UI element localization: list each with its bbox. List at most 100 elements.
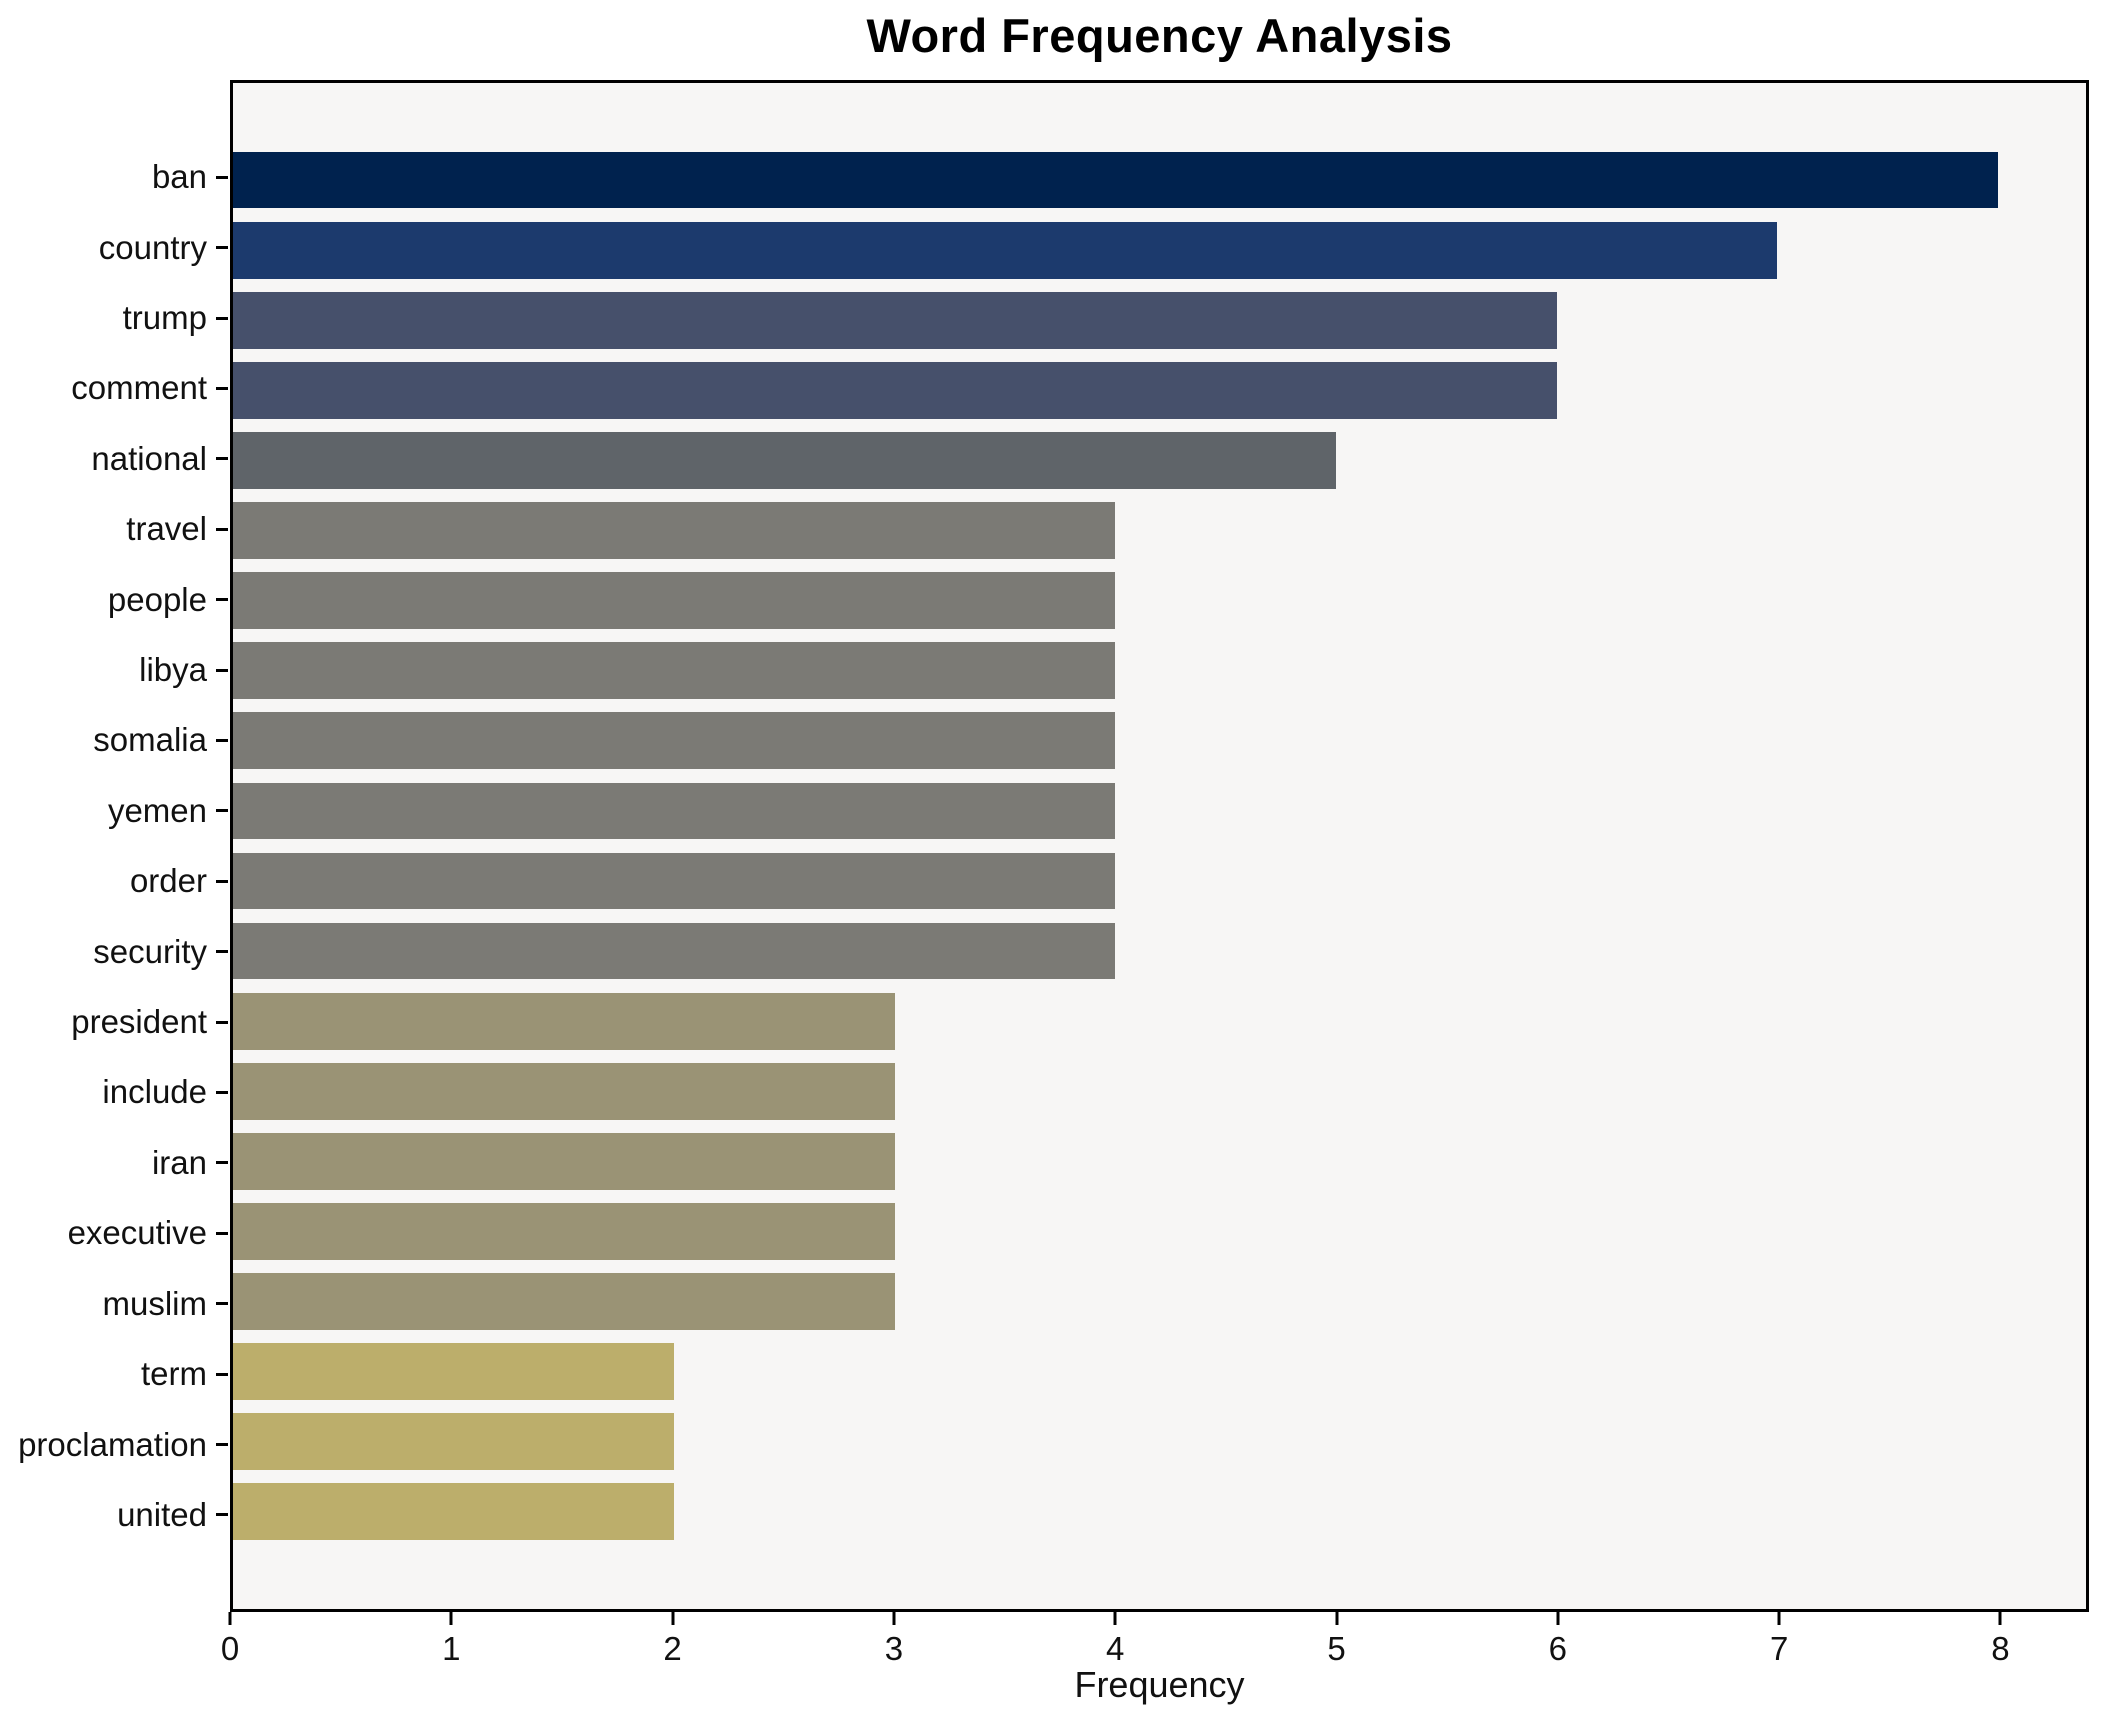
y-tick-mark xyxy=(216,316,228,320)
bar-row xyxy=(233,1267,2086,1337)
x-tick-mark xyxy=(1777,1612,1781,1625)
x-tick-mark xyxy=(671,1612,675,1625)
y-axis-label-somalia: somalia xyxy=(93,721,207,759)
y-tick-mark xyxy=(216,1090,228,1094)
y-row: proclamation xyxy=(0,1409,228,1479)
bar-ban xyxy=(233,151,1998,209)
bar-united xyxy=(233,1483,675,1541)
bar-row xyxy=(233,706,2086,776)
y-tick-mark xyxy=(216,527,228,531)
bar-row xyxy=(233,355,2086,425)
bar-row xyxy=(233,846,2086,916)
bar-row xyxy=(233,1196,2086,1266)
bar-row xyxy=(233,566,2086,636)
y-axis-label-trump: trump xyxy=(122,299,207,337)
y-axis-label-president: president xyxy=(71,1003,207,1041)
bar-trump xyxy=(233,291,1557,349)
x-tick-label-0: 0 xyxy=(220,1630,240,1667)
bar-row xyxy=(233,1056,2086,1126)
y-tick-mark xyxy=(216,738,228,742)
x-tick-mark xyxy=(892,1612,896,1625)
y-axis-label-country: country xyxy=(98,228,207,266)
y-row: national xyxy=(0,424,228,494)
bar-muslim xyxy=(233,1273,895,1330)
y-row: trump xyxy=(0,283,228,353)
y-tick-mark xyxy=(216,1302,228,1306)
bar-proclamation xyxy=(233,1413,675,1471)
y-row: president xyxy=(0,987,228,1057)
y-row: security xyxy=(0,916,228,986)
y-tick-mark xyxy=(216,246,228,250)
x-tick-label-6: 6 xyxy=(1548,1630,1568,1667)
bar-row xyxy=(233,776,2086,846)
x-tick-label-4: 4 xyxy=(1106,1630,1125,1667)
y-axis-label-executive: executive xyxy=(67,1214,207,1252)
y-row: libya xyxy=(0,635,228,705)
bar-row xyxy=(233,1337,2086,1407)
bar-row xyxy=(233,1407,2086,1477)
y-axis: ban country trump comment national travel peop… xyxy=(0,80,228,1612)
x-tick-label-3: 3 xyxy=(884,1630,904,1667)
x-tick-label-5: 5 xyxy=(1327,1630,1346,1667)
y-axis-label-yemen: yemen xyxy=(107,791,207,829)
y-tick-mark xyxy=(216,1161,228,1165)
bar-libya xyxy=(233,642,1116,700)
bar-travel xyxy=(233,502,1116,559)
y-row: yemen xyxy=(0,776,228,846)
y-tick-mark xyxy=(216,1513,228,1517)
x-tick-mark xyxy=(1998,1612,2002,1625)
bar-row xyxy=(233,1126,2086,1196)
bar-row xyxy=(233,986,2086,1056)
plot-area xyxy=(230,80,2089,1612)
bars-container xyxy=(233,83,2086,1609)
bar-people xyxy=(233,572,1116,629)
y-row: iran xyxy=(0,1128,228,1198)
y-tick-mark xyxy=(216,879,228,883)
bar-national xyxy=(233,432,1336,489)
bar-iran xyxy=(233,1132,895,1190)
x-axis-title: Frequency xyxy=(1074,1664,1245,1705)
y-axis-label-iran: iran xyxy=(151,1143,207,1181)
bar-row xyxy=(233,495,2086,565)
x-tick-label-7: 7 xyxy=(1769,1630,1789,1667)
bar-include xyxy=(233,1062,895,1120)
bar-yemen xyxy=(233,782,1116,840)
y-row: executive xyxy=(0,1198,228,1268)
y-tick-mark xyxy=(216,598,228,602)
y-tick-mark xyxy=(216,668,228,672)
y-row: travel xyxy=(0,494,228,564)
y-row: ban xyxy=(0,142,228,212)
x-tick-mark xyxy=(1335,1612,1339,1625)
bar-president xyxy=(233,992,895,1050)
y-axis-label-libya: libya xyxy=(139,651,207,689)
y-row: comment xyxy=(0,353,228,423)
chart-title: Word Frequency Analysis xyxy=(866,9,1453,62)
x-tick-label-2: 2 xyxy=(663,1630,682,1667)
bar-security xyxy=(233,922,1116,980)
y-tick-mark xyxy=(216,1443,228,1447)
x-tick-mark xyxy=(228,1612,232,1625)
bar-executive xyxy=(233,1203,895,1260)
y-axis-label-proclamation: proclamation xyxy=(18,1425,207,1463)
y-axis-label-travel: travel xyxy=(126,510,207,548)
x-axis: 0 1 2 3 4 5 6 7 8 xyxy=(221,1612,2089,1712)
y-row: country xyxy=(0,212,228,282)
y-axis-label-term: term xyxy=(141,1355,207,1393)
y-row: order xyxy=(0,846,228,916)
y-tick-mark xyxy=(216,1372,228,1376)
x-tick-mark xyxy=(1556,1612,1560,1625)
bar-row xyxy=(233,285,2086,355)
bar-row xyxy=(233,636,2086,706)
y-tick-mark xyxy=(216,1020,228,1024)
y-tick-mark xyxy=(216,1231,228,1235)
bar-row xyxy=(233,215,2086,285)
y-axis-label-include: include xyxy=(102,1073,207,1111)
y-row: term xyxy=(0,1339,228,1409)
x-tick-label-1: 1 xyxy=(442,1630,461,1667)
y-axis-label-comment: comment xyxy=(71,369,207,407)
y-row: somalia xyxy=(0,705,228,775)
bar-row xyxy=(233,1477,2086,1547)
bar-row xyxy=(233,425,2086,495)
y-axis-label-security: security xyxy=(93,932,207,970)
